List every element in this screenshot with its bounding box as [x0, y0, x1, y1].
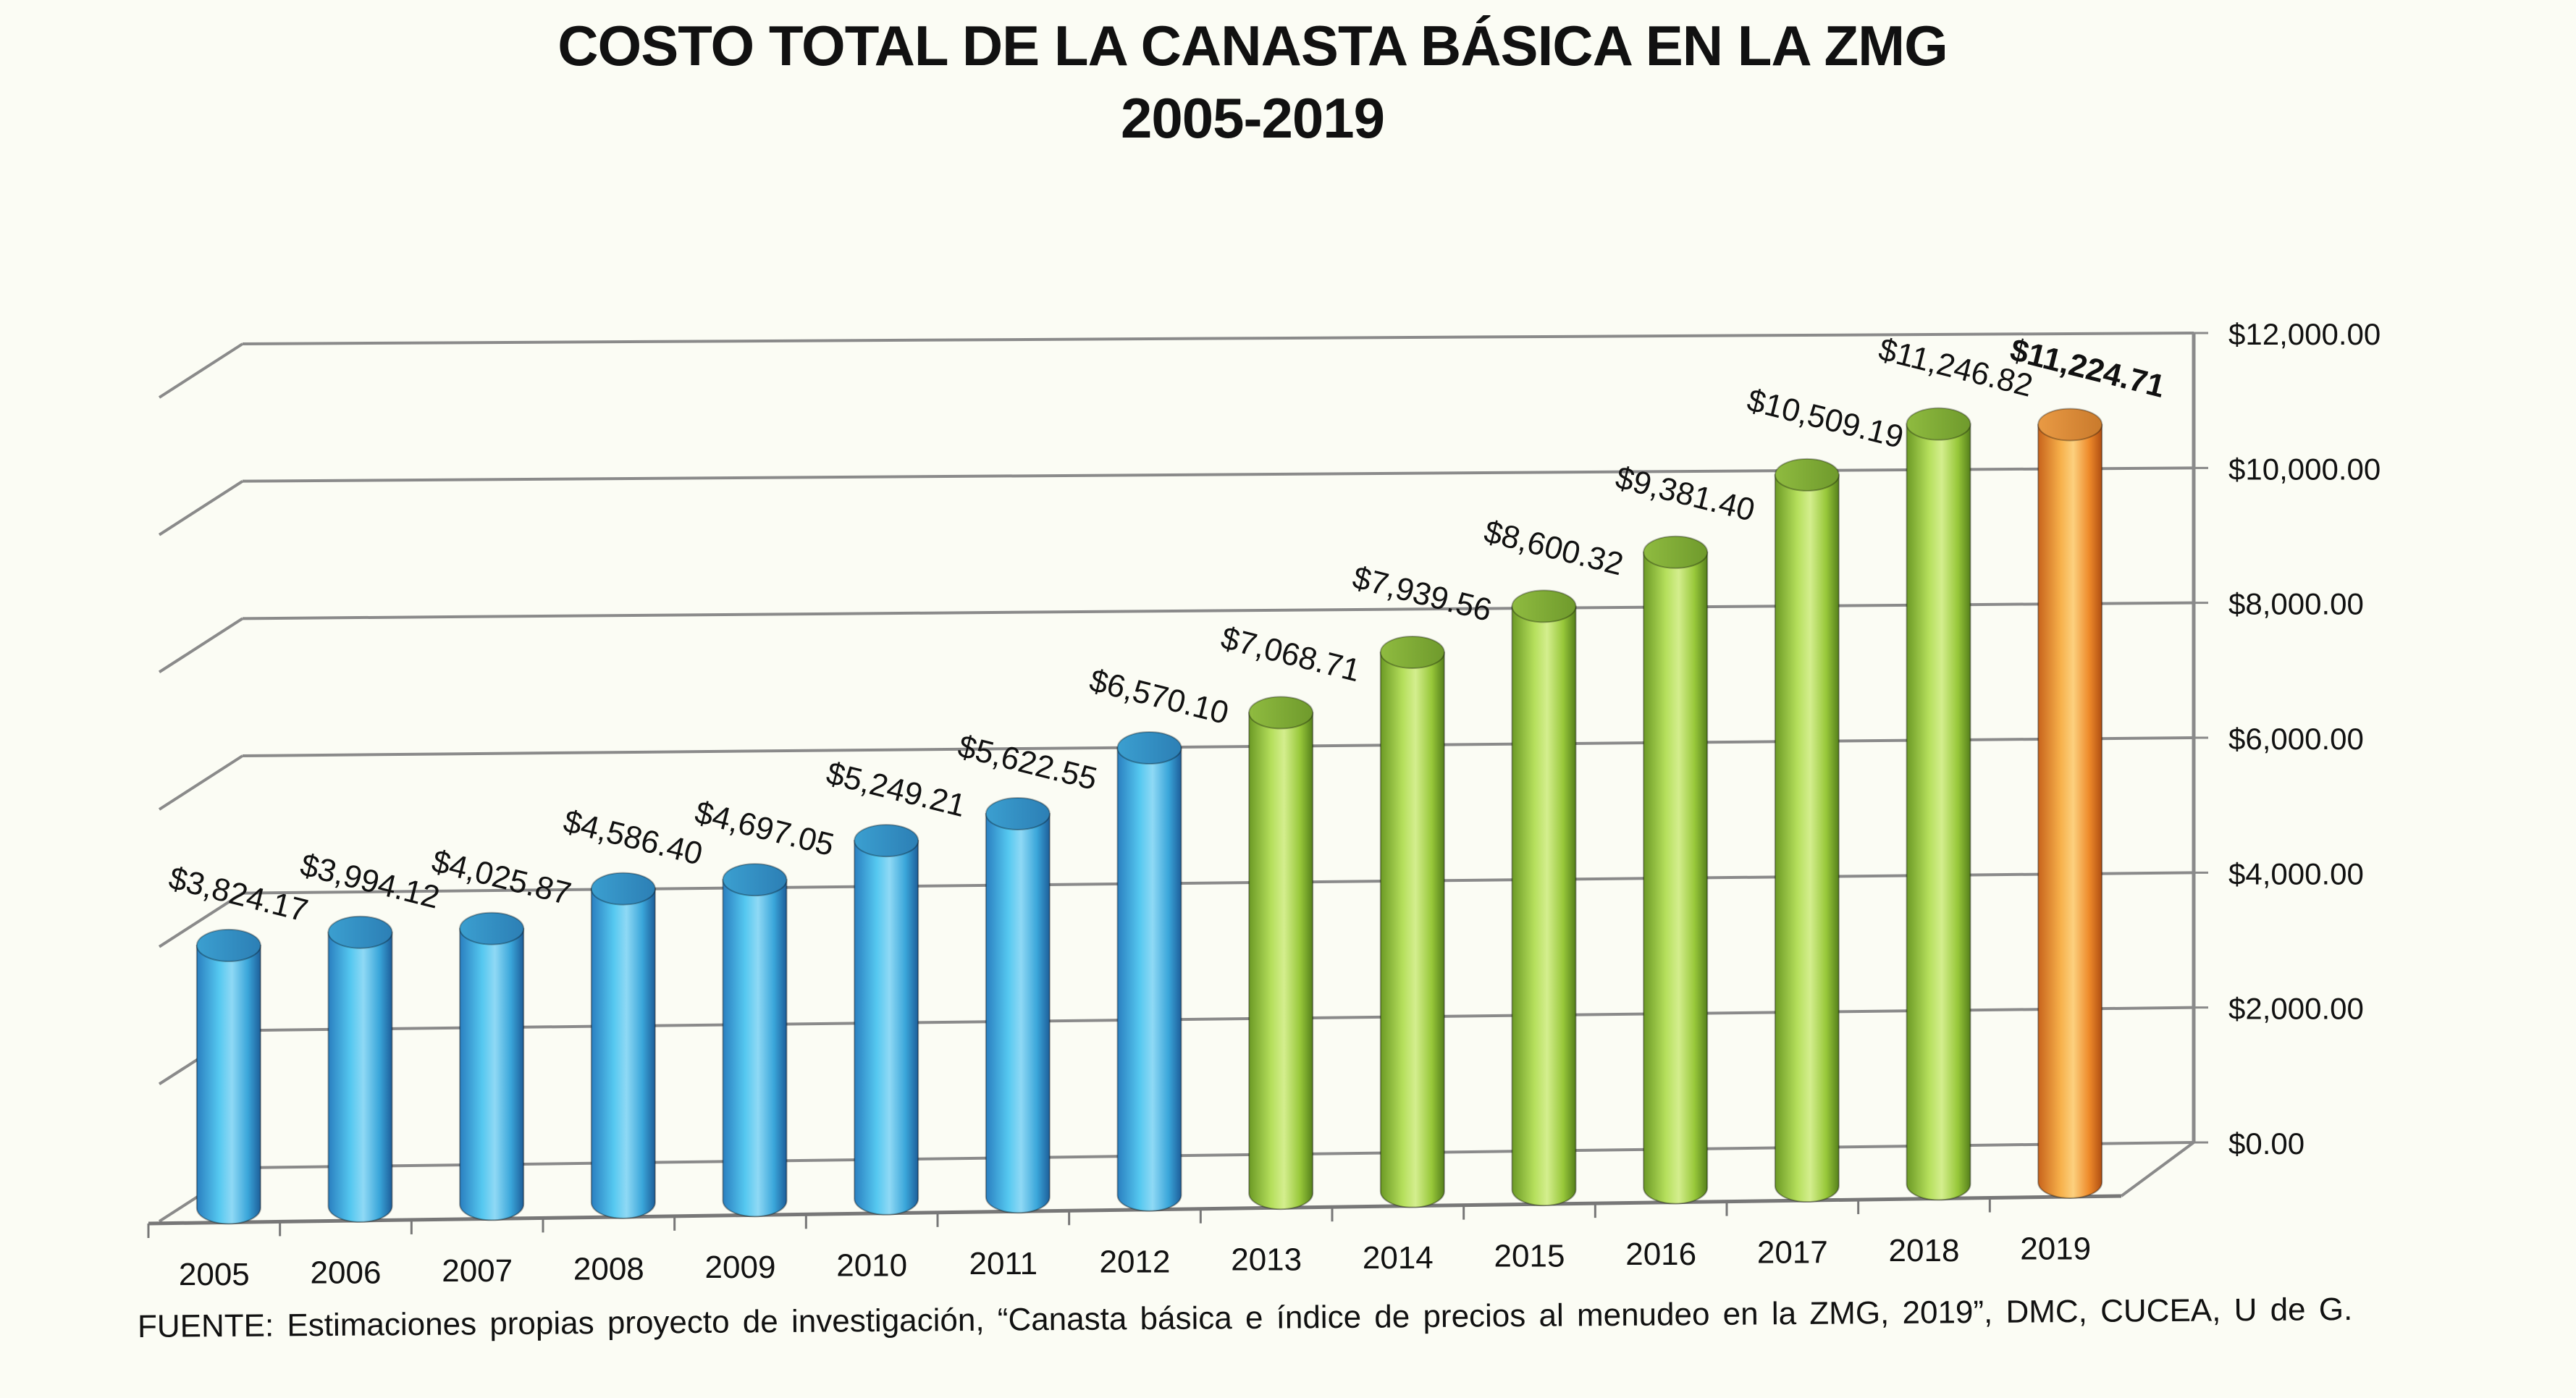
- y-tick-label: $6,000.00: [2228, 722, 2364, 756]
- gridline: [242, 1141, 2194, 1169]
- data-label: $10,509.19: [1743, 382, 1907, 455]
- y-tick-label: $0.00: [2228, 1127, 2304, 1161]
- bar-top: [1116, 730, 1182, 765]
- floor-right-edge: [2120, 1141, 2195, 1197]
- bar-body: [195, 944, 261, 1225]
- data-label: $3,994.12: [297, 847, 443, 916]
- bar-2019: [2037, 408, 2103, 1199]
- gridline-depth: [158, 479, 244, 536]
- bar-top: [2037, 408, 2103, 442]
- bar-2008: [590, 872, 656, 1219]
- bar-top: [590, 872, 656, 906]
- bar-2013: [1248, 696, 1314, 1210]
- bar-2006: [327, 915, 393, 1223]
- x-tick-label: 2007: [442, 1253, 513, 1289]
- y-tick-label: $8,000.00: [2228, 587, 2364, 621]
- bar-body: [722, 879, 788, 1218]
- bar-top: [327, 915, 393, 949]
- bar-top: [459, 911, 525, 946]
- bar-top: [1248, 696, 1314, 730]
- bar-top: [1906, 407, 1971, 441]
- bar-body: [1643, 551, 1709, 1205]
- data-label: $4,025.87: [429, 843, 575, 912]
- gridline-depth: [158, 342, 244, 399]
- y-tick-label: $12,000.00: [2228, 317, 2381, 351]
- x-tick-label: 2014: [1363, 1240, 1434, 1276]
- bar-2010: [854, 824, 919, 1216]
- data-label: $7,068.71: [1218, 620, 1364, 689]
- x-tick-label: 2015: [1494, 1239, 1565, 1274]
- bar-body: [1774, 473, 1840, 1203]
- x-tick-label: 2005: [179, 1257, 250, 1292]
- x-tick-label: 2008: [573, 1251, 644, 1287]
- data-label: $5,622.55: [954, 728, 1100, 797]
- bar-body: [590, 888, 656, 1219]
- bar-top: [1643, 535, 1709, 569]
- data-label: $7,939.56: [1349, 560, 1495, 628]
- bar-body: [459, 927, 525, 1221]
- y-tick-label: $10,000.00: [2228, 452, 2381, 486]
- x-tick-label: 2018: [1889, 1233, 1960, 1268]
- x-tick-label: 2016: [1625, 1237, 1696, 1272]
- bar-top: [1379, 635, 1445, 669]
- bar-body: [327, 931, 393, 1223]
- bar-2009: [722, 863, 788, 1218]
- bar-body: [985, 812, 1051, 1214]
- data-label: $8,600.32: [1481, 514, 1627, 583]
- bar-body: [854, 840, 919, 1216]
- data-label: $5,249.21: [823, 755, 969, 824]
- chart-subtitle: 2005-2019: [1120, 86, 1385, 150]
- bar-top: [722, 863, 788, 897]
- gridline-depth: [158, 891, 244, 948]
- x-tick-label: 2013: [1231, 1242, 1302, 1278]
- bar-2015: [1511, 589, 1577, 1207]
- gridline-depth: [158, 754, 244, 811]
- bar-2011: [985, 796, 1051, 1214]
- data-label: $4,586.40: [560, 804, 706, 872]
- bar-top: [985, 796, 1051, 830]
- bar-2017: [1774, 458, 1840, 1203]
- x-tick-label: 2010: [836, 1247, 907, 1283]
- bar-2014: [1379, 635, 1445, 1208]
- gridline: [242, 871, 2194, 895]
- data-label: $3,824.17: [165, 860, 311, 929]
- bar-top: [195, 928, 261, 962]
- bar-top: [1774, 458, 1840, 492]
- bar-body: [1379, 651, 1445, 1208]
- bar-body: [1511, 605, 1577, 1207]
- bar-top: [1511, 589, 1577, 623]
- x-tick-label: 2017: [1757, 1235, 1828, 1271]
- data-label: $11,224.71: [2007, 332, 2168, 405]
- bar-body: [1906, 423, 1971, 1201]
- data-label: $6,570.10: [1086, 662, 1232, 731]
- x-tick-label: 2011: [969, 1246, 1038, 1281]
- bar-body: [1116, 746, 1182, 1212]
- gridline-depth: [158, 617, 244, 674]
- gridline: [242, 332, 2194, 345]
- bar-2016: [1643, 535, 1709, 1205]
- x-tick-label: 2006: [311, 1255, 382, 1290]
- data-label: $4,697.05: [691, 794, 838, 863]
- bar-body: [2037, 424, 2103, 1199]
- gridline: [242, 601, 2194, 620]
- chart-title: COSTO TOTAL DE LA CANASTA BÁSICA EN LA Z…: [557, 14, 1948, 77]
- bar-2018: [1906, 407, 1971, 1201]
- bar-top: [854, 824, 919, 858]
- y-tick-label: $4,000.00: [2228, 856, 2364, 890]
- bar-2012: [1116, 730, 1182, 1212]
- y-tick-label: $2,000.00: [2228, 992, 2364, 1026]
- x-tick-label: 2012: [1100, 1244, 1171, 1279]
- bar-2005: [195, 928, 261, 1225]
- x-axis-line: [148, 1194, 2122, 1226]
- x-tick-label: 2019: [2020, 1231, 2091, 1267]
- bar-body: [1248, 712, 1314, 1210]
- x-tick-label: 2009: [705, 1250, 776, 1285]
- gridline: [242, 736, 2194, 757]
- bar-2007: [459, 911, 525, 1221]
- gridline: [242, 1006, 2194, 1032]
- gridline: [242, 466, 2194, 483]
